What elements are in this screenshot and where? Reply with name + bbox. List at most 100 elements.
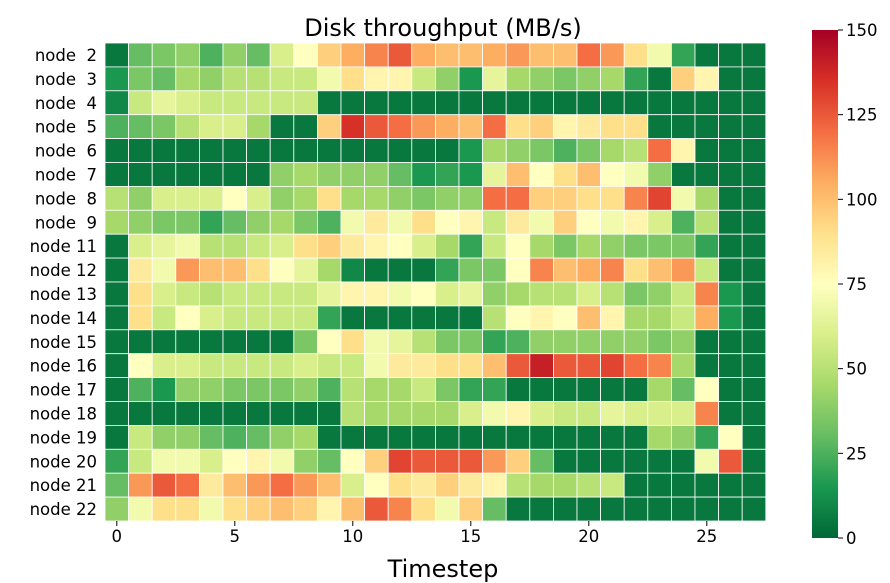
heatmap-cell [128,353,153,379]
heatmap-cell [269,353,295,379]
heatmap-cell [293,66,318,92]
heatmap-cell [718,329,743,355]
heatmap-cell [482,114,507,139]
heatmap-cell [671,138,696,163]
heatmap-cell [647,90,672,116]
heatmap-cell [364,138,389,163]
heatmap-cell [128,209,153,235]
heatmap-cell [340,233,366,259]
chart-title: Disk throughput (MB/s) [304,14,581,42]
x-tick-label: 0 [112,527,123,546]
heatmap-cell [387,233,413,259]
heatmap-cell [128,257,153,283]
heatmap-cell [387,496,413,522]
heatmap-cell [529,90,554,116]
heatmap-cell [246,424,271,450]
heatmap-cell [151,329,177,355]
heatmap-cell [151,114,177,139]
heatmap-cell [741,42,767,68]
heatmap-cell [553,448,578,474]
heatmap-cell [647,424,672,450]
heatmap-cell [128,185,153,211]
heatmap-cell [553,353,578,379]
heatmap-cell [529,329,554,355]
heatmap-cell [718,305,743,331]
heatmap-cell [434,424,460,450]
heatmap-cell [198,42,224,68]
heatmap-cell [387,401,413,426]
heatmap-cell [246,329,271,355]
heatmap-cell [718,233,743,259]
heatmap-cell [505,401,531,426]
heatmap-cell [600,162,625,187]
heatmap-cell [623,66,649,92]
heatmap-cell [505,496,531,522]
heatmap-cell [411,353,436,379]
row-label: node 22 [30,500,97,519]
heatmap-cell [671,329,696,355]
heatmap-cell [151,496,177,522]
heatmap-cell [151,42,177,68]
heatmap-cell [411,472,436,498]
heatmap-cell [741,353,767,379]
heatmap-cell [104,90,130,116]
heatmap-cell [387,138,413,163]
heatmap-cell [505,305,531,331]
heatmap-cell [293,281,318,307]
x-tick-label: 10 [342,527,363,546]
colorbar: 0 25 50 75 100 125 150 [812,21,878,548]
heatmap-cell [151,424,177,450]
heatmap-cell [694,114,720,139]
heatmap-cell [222,401,248,426]
heatmap-cell [198,329,224,355]
heatmap-cell [316,162,342,187]
heatmap-cell [647,448,672,474]
heatmap-cell [387,329,413,355]
heatmap-cell [175,305,200,331]
heatmap-cell [198,496,224,522]
heatmap-cell [104,353,130,379]
heatmap-cell [741,257,767,283]
heatmap-cell [741,114,767,139]
heatmap-cell [694,233,720,259]
heatmap-cell [434,185,460,211]
heatmap-cell [364,305,389,331]
heatmap-cell [128,424,153,450]
heatmap-cell [553,377,578,402]
heatmap-cell [741,66,767,92]
heatmap-cell [269,401,295,426]
heatmap-cell [718,185,743,211]
row-label: node 5 [35,118,97,137]
heatmap-cell [340,377,366,402]
heatmap-cell [246,377,271,402]
heatmap-cell [718,66,743,92]
heatmap-cell [246,138,271,163]
heatmap-cell [269,185,295,211]
heatmap-cell [694,448,720,474]
row-label: node 19 [30,428,97,447]
heatmap-cell [718,496,743,522]
heatmap-cell [600,353,625,379]
heatmap-cell [246,448,271,474]
heatmap-cell [222,257,248,283]
heatmap-cell [482,138,507,163]
heatmap-cell [364,257,389,283]
heatmap-cell [576,472,602,498]
heatmap-cell [222,42,248,68]
heatmap-cell [482,448,507,474]
heatmap-cell [175,66,200,92]
heatmap-cell [316,42,342,68]
heatmap-cell [718,114,743,139]
heatmap-cell [694,138,720,163]
heatmap-cell [741,424,767,450]
heatmap-cell [387,424,413,450]
heatmap-cell [458,114,484,139]
heatmap-cell [340,448,366,474]
heatmap-cell [364,209,389,235]
heatmap-cell [482,257,507,283]
heatmap-cell [576,353,602,379]
heatmap-cell [364,377,389,402]
heatmap-cell [340,329,366,355]
heatmap-cell [151,448,177,474]
heatmap-cell [647,257,672,283]
